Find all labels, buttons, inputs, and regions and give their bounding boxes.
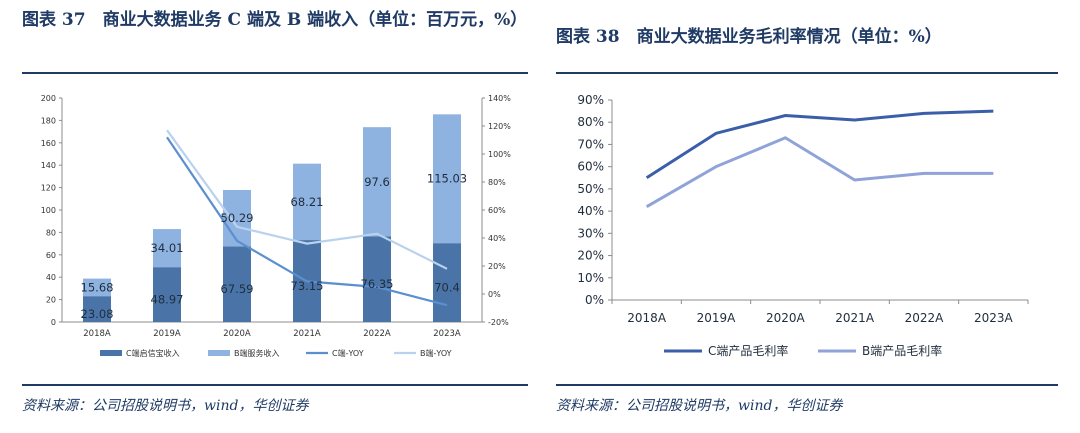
bar-b-segment bbox=[83, 278, 111, 297]
y-tick-label: 70% bbox=[577, 137, 604, 151]
left-source-note: 资料来源：公司招股说明书，wind，华创证券 bbox=[22, 398, 309, 414]
legend-swatch bbox=[208, 350, 230, 356]
y-tick-label: 80 bbox=[46, 228, 56, 237]
b-value-label: 50.29 bbox=[221, 211, 254, 225]
b-value-label: 115.03 bbox=[427, 172, 467, 186]
bar-b-segment bbox=[433, 114, 461, 244]
y-tick-label: 20% bbox=[577, 249, 604, 263]
left-title-rule bbox=[22, 72, 528, 74]
b-value-label: 97.6 bbox=[364, 175, 390, 189]
right-title-rule bbox=[556, 72, 1058, 74]
left-chart: 0 20 40 60 80 100 120 140 160 180 200 -20% 0% 20% 40% 6… bbox=[41, 94, 512, 358]
bar-c-segment bbox=[153, 267, 181, 322]
x-tick-label: 2023A bbox=[974, 311, 1014, 325]
y-tick-label: 40 bbox=[46, 273, 56, 282]
legend-swatch bbox=[100, 350, 122, 356]
c-value-label: 76.35 bbox=[361, 277, 394, 291]
b-yoy-line bbox=[166, 129, 448, 270]
y-tick-label: 30% bbox=[577, 226, 604, 240]
y2-tick-label: 100% bbox=[488, 150, 511, 159]
y2-tick-label: 40% bbox=[488, 234, 506, 243]
y2-tick-label: -20% bbox=[488, 318, 509, 327]
b-value-label: 15.68 bbox=[81, 280, 114, 294]
y2-tick-label: 60% bbox=[488, 206, 506, 215]
y2-tick-label: 120% bbox=[488, 122, 511, 131]
x-tick-label: 2022A bbox=[905, 311, 945, 325]
bar-b-segment bbox=[363, 127, 391, 237]
bar-c-segment bbox=[223, 246, 251, 322]
y-tick-label: 180 bbox=[41, 116, 56, 125]
legend-label: C端启信宝收入 bbox=[126, 348, 180, 358]
y-tick-label: 140 bbox=[41, 161, 56, 170]
x-tick-label: 2018A bbox=[627, 311, 667, 325]
x-tick-label: 2020A bbox=[766, 311, 806, 325]
y-tick-label: 60 bbox=[46, 251, 56, 260]
right-chart: 0% 10% 20% 30% 40% 50% 60% 70% 80% 90% 2018A 2019A 2… bbox=[577, 93, 1029, 358]
left-figure-title: 图表 37 商业大数据业务 C 端及 B 端收入（单位：百万元，%） bbox=[22, 10, 528, 30]
right-source-note: 资料来源：公司招股说明书，wind，华创证券 bbox=[556, 398, 843, 414]
left-figure: 图表 37 商业大数据业务 C 端及 B 端收入（单位：百万元，%） 0 20 40… bbox=[0, 0, 528, 433]
y-tick-label: 100 bbox=[41, 206, 56, 215]
x-tick-label: 2020A bbox=[223, 329, 251, 339]
y-tick-label: 10% bbox=[577, 271, 604, 285]
bar-c-segment bbox=[363, 236, 391, 322]
x-tick-label: 2019A bbox=[153, 329, 181, 339]
y-tick-label: 160 bbox=[41, 139, 56, 148]
bar-b-segment bbox=[293, 163, 321, 241]
b-margin-line bbox=[645, 136, 994, 208]
c-value-label: 23.08 bbox=[81, 307, 114, 321]
c-yoy-line bbox=[166, 136, 448, 307]
y-tick-label: 90% bbox=[577, 93, 604, 107]
legend-label: B端服务收入 bbox=[234, 348, 280, 358]
bar-c-segment bbox=[83, 296, 111, 322]
c-value-label: 48.97 bbox=[151, 293, 184, 307]
legend-label: C端产品毛利率 bbox=[708, 343, 788, 358]
bar-b-segment bbox=[153, 229, 181, 268]
legend-label: B端-YOY bbox=[420, 348, 452, 358]
y-tick-label: 120 bbox=[41, 184, 56, 193]
x-tick-label: 2021A bbox=[293, 329, 321, 339]
y2-tick-label: 0% bbox=[488, 290, 501, 299]
right-figure-title: 图表 38 商业大数据业务毛利率情况（单位：%） bbox=[556, 27, 942, 47]
b-value-label: 34.01 bbox=[151, 241, 184, 255]
c-value-label: 70.4 bbox=[434, 281, 460, 295]
c-value-label: 73.15 bbox=[291, 279, 324, 293]
x-tick-label: 2021A bbox=[835, 311, 875, 325]
y2-tick-label: 140% bbox=[488, 94, 511, 103]
legend-label: C端-YOY bbox=[332, 348, 364, 358]
c-margin-line bbox=[645, 109, 994, 180]
x-tick-label: 2022A bbox=[363, 329, 391, 339]
right-source-rule bbox=[556, 384, 1058, 386]
y2-tick-label: 20% bbox=[488, 262, 506, 271]
y-tick-label: 60% bbox=[577, 160, 604, 174]
y-tick-label: 40% bbox=[577, 204, 604, 218]
y2-tick-label: 80% bbox=[488, 178, 506, 187]
y-tick-label: 20 bbox=[46, 296, 56, 305]
x-tick-label: 2019A bbox=[697, 311, 737, 325]
y-tick-label: 50% bbox=[577, 182, 604, 196]
y-tick-label: 0% bbox=[585, 293, 604, 307]
bar-c-segment bbox=[433, 243, 461, 322]
right-figure: 图表 38 商业大数据业务毛利率情况（单位：%） 0% 10% 20% 30% 40% 5… bbox=[556, 0, 1080, 433]
legend-label: B端产品毛利率 bbox=[862, 343, 942, 358]
left-source-rule bbox=[22, 384, 528, 386]
x-tick-label: 2018A bbox=[83, 329, 111, 339]
bar-b-segment bbox=[223, 189, 251, 247]
x-tick-label: 2023A bbox=[433, 329, 461, 339]
c-value-label: 67.59 bbox=[221, 282, 254, 296]
y-tick-label: 0 bbox=[51, 318, 56, 327]
b-value-label: 68.21 bbox=[291, 195, 324, 209]
y-tick-label: 200 bbox=[41, 94, 56, 103]
y-tick-label: 80% bbox=[577, 115, 604, 129]
